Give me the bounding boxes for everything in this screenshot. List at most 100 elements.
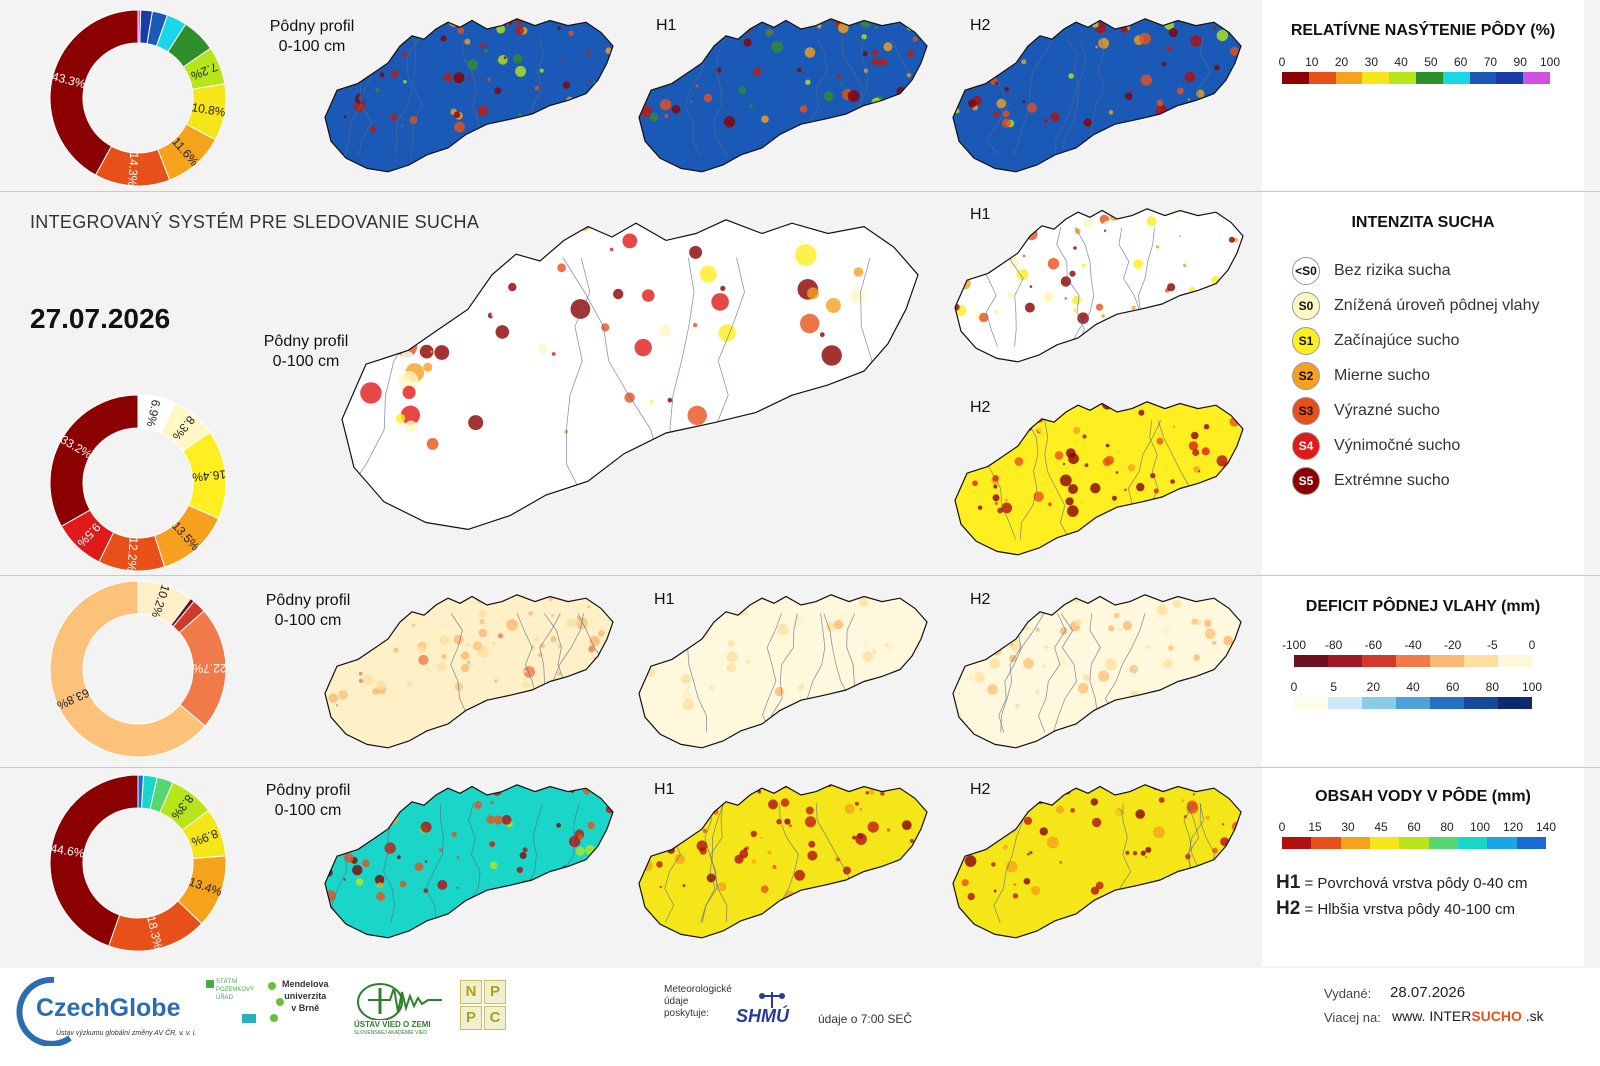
map-patch bbox=[660, 99, 672, 111]
map-patch bbox=[969, 673, 977, 681]
issued-label: Vydané: bbox=[1324, 986, 1372, 1001]
map-patch bbox=[1163, 20, 1166, 24]
map-patch bbox=[1023, 658, 1034, 669]
map-patch bbox=[1067, 505, 1079, 517]
legend-swatch bbox=[1362, 655, 1396, 667]
map-patch bbox=[1198, 318, 1201, 321]
map-patch bbox=[1198, 470, 1201, 473]
map-patch bbox=[1101, 314, 1105, 318]
map-patch bbox=[974, 410, 982, 418]
map-patch bbox=[1013, 791, 1019, 797]
map-patch bbox=[971, 789, 979, 797]
map-patch bbox=[352, 219, 375, 233]
map-patch bbox=[1069, 270, 1076, 277]
map-patch bbox=[620, 876, 622, 880]
map-patch bbox=[894, 647, 905, 659]
map-patch bbox=[391, 70, 399, 78]
map-patch bbox=[995, 81, 999, 85]
map-patch bbox=[912, 36, 918, 42]
map-patch bbox=[503, 56, 507, 60]
map-patch bbox=[1168, 645, 1174, 651]
map-patch bbox=[687, 405, 707, 426]
map-patch bbox=[801, 600, 813, 611]
map-patch bbox=[1162, 273, 1171, 282]
map-patch bbox=[1090, 886, 1099, 895]
map-patch bbox=[371, 15, 374, 18]
website-link[interactable]: www. INTERSUCHO .sk bbox=[1392, 1008, 1544, 1024]
map-patch bbox=[639, 784, 641, 790]
map-patch bbox=[1145, 856, 1148, 859]
map-patch bbox=[1114, 401, 1123, 410]
legend-swatch bbox=[1442, 72, 1470, 84]
nppc-logo[interactable]: N P P C bbox=[460, 980, 506, 1030]
map-deficit-h1 bbox=[636, 588, 936, 758]
map-patch bbox=[836, 74, 842, 79]
czechglobe-logo[interactable]: CzechGlobe Ústav výzkumu globální změny … bbox=[14, 976, 196, 1046]
map-patch bbox=[364, 809, 374, 819]
map-patch bbox=[1190, 431, 1199, 440]
layer-note: H1 = Povrchová vrstva pôdy 0-40 cm bbox=[1276, 872, 1581, 898]
map-patch bbox=[799, 105, 808, 113]
map-patch bbox=[370, 630, 381, 642]
map-patch bbox=[486, 12, 491, 17]
map-patch bbox=[423, 362, 433, 372]
map-patch bbox=[802, 890, 810, 899]
map-river bbox=[998, 613, 1045, 733]
map-patch bbox=[1235, 21, 1241, 28]
shmu-logo[interactable]: SHMÚ bbox=[736, 990, 808, 1030]
map-patch bbox=[423, 888, 429, 894]
map-patch bbox=[697, 219, 710, 225]
map-patch bbox=[613, 288, 624, 300]
donut-label: 14.3% bbox=[125, 152, 141, 187]
map-patch bbox=[412, 591, 415, 594]
map-patch bbox=[1021, 610, 1026, 616]
legend-ticks-deficit-pos: 0 5 20 40 60 80 100 bbox=[1291, 680, 1542, 694]
map-patch bbox=[551, 614, 555, 618]
legend-bar-water bbox=[1282, 837, 1546, 849]
map-patch bbox=[413, 306, 435, 327]
map-patch bbox=[651, 22, 661, 32]
map-patch bbox=[671, 104, 681, 114]
map-patch bbox=[480, 42, 486, 48]
mendel-logo[interactable]: Mendelova univerzita v Brně bbox=[268, 978, 338, 1038]
map-patch bbox=[833, 678, 844, 689]
map-patch bbox=[840, 81, 844, 85]
map-patch bbox=[953, 33, 954, 37]
profile-label-deficit: Pôdny profil 0-100 cm bbox=[265, 592, 351, 629]
map-patch bbox=[1242, 57, 1250, 69]
map-patch bbox=[706, 873, 716, 883]
map-patch bbox=[686, 226, 691, 231]
map-patch bbox=[1035, 627, 1040, 632]
map-patch bbox=[564, 870, 574, 880]
map-patch bbox=[755, 292, 764, 300]
map-patch bbox=[994, 208, 1001, 210]
map-patch bbox=[331, 653, 335, 657]
uvz-logo[interactable]: ÚSTAV VIED O ZEMI SLOVENSKEJ AKADÉMIE VI… bbox=[354, 980, 446, 1038]
map-river bbox=[1044, 420, 1071, 540]
map-patch bbox=[1209, 697, 1218, 707]
map-patch bbox=[539, 68, 544, 73]
map-patch bbox=[1200, 682, 1205, 687]
map-patch bbox=[953, 64, 964, 75]
map-patch bbox=[478, 628, 488, 638]
donut-label: 10.8% bbox=[191, 100, 227, 119]
map-patch bbox=[1011, 793, 1023, 806]
map-patch bbox=[461, 663, 470, 673]
map-patch bbox=[955, 444, 960, 449]
spu-logo[interactable]: STÁTNÍ POZEMKOVÝ ÚŘAD bbox=[206, 978, 262, 1036]
drought-legend-item: S2 Mierne sucho bbox=[1292, 361, 1430, 391]
map-patch bbox=[522, 681, 530, 689]
map-patch bbox=[479, 619, 485, 625]
map-patch bbox=[1197, 784, 1206, 786]
map-patch bbox=[800, 313, 820, 334]
layer-note-text: = Povrchová vrstva pôdy 0-40 cm bbox=[1300, 875, 1528, 892]
map-patch bbox=[439, 635, 450, 646]
map-patch bbox=[541, 882, 550, 891]
map-patch bbox=[1004, 498, 1008, 502]
legend-swatch bbox=[1498, 697, 1532, 709]
map-patch bbox=[382, 54, 391, 64]
map-patch bbox=[767, 850, 772, 855]
map-patch bbox=[953, 616, 958, 622]
map-border bbox=[952, 18, 1242, 173]
map-patch bbox=[1068, 484, 1078, 494]
